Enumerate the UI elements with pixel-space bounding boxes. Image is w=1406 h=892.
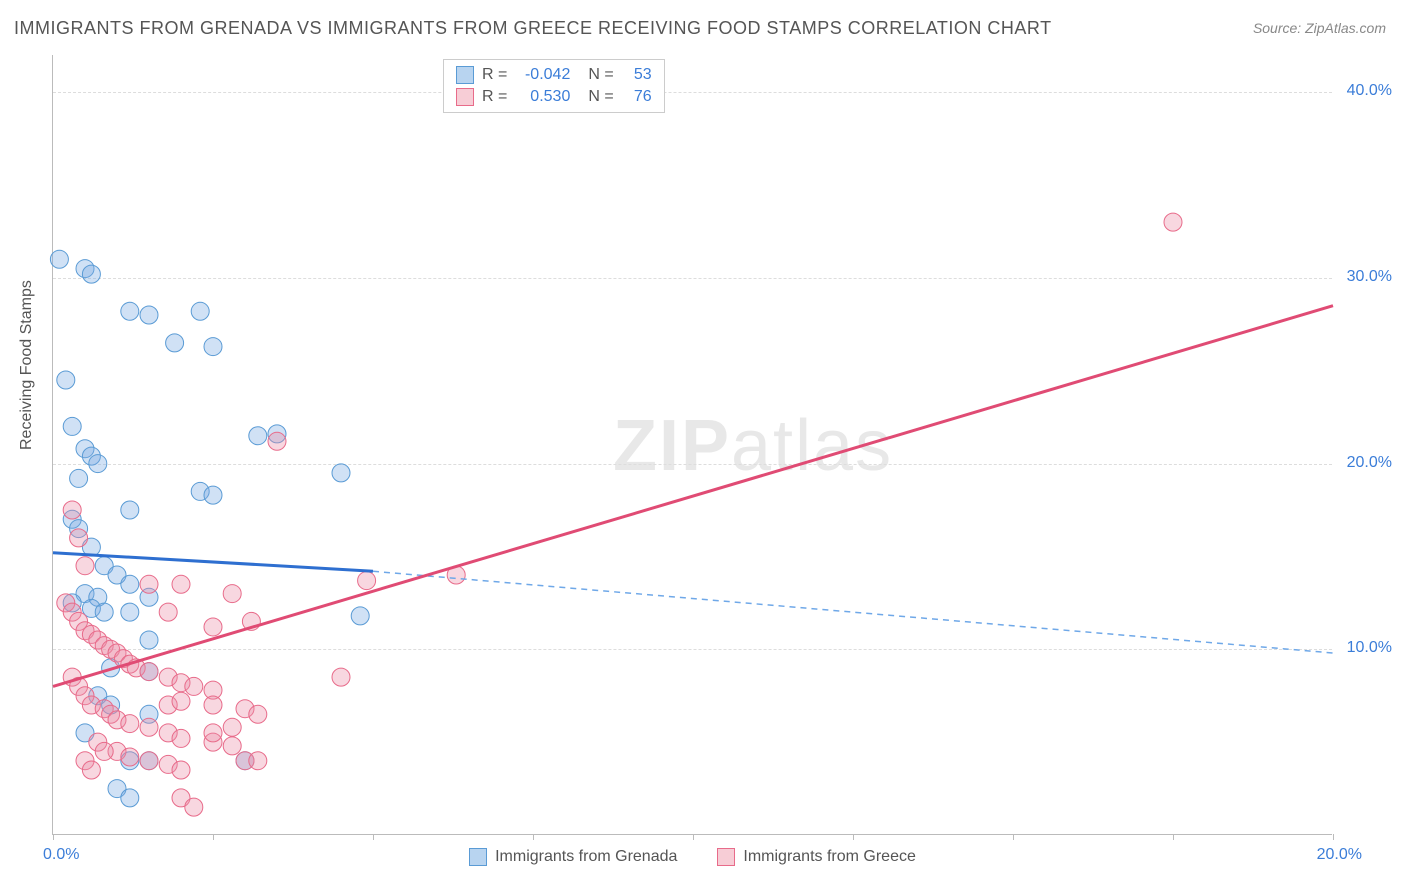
scatter-point	[268, 432, 286, 450]
scatter-point	[249, 752, 267, 770]
legend-item-greece: Immigrants from Greece	[717, 848, 915, 866]
scatter-point	[204, 618, 222, 636]
x-tick	[1013, 834, 1014, 840]
scatter-point	[121, 603, 139, 621]
scatter-point	[351, 607, 369, 625]
scatter-point	[95, 603, 113, 621]
scatter-point	[121, 715, 139, 733]
scatter-point	[1164, 213, 1182, 231]
legend-item-grenada: Immigrants from Grenada	[469, 848, 677, 866]
swatch-greece-icon	[717, 848, 735, 866]
series-legend: Immigrants from Grenada Immigrants from …	[53, 848, 1332, 866]
scatter-point	[172, 575, 190, 593]
swatch-grenada	[456, 66, 474, 84]
plot-area: ZIPatlas 10.0%20.0%30.0%40.0% R = -0.042…	[52, 55, 1332, 835]
y-tick-label: 40.0%	[1347, 82, 1392, 100]
legend-row-greece: R = 0.530 N = 76	[456, 86, 652, 108]
scatter-point	[57, 371, 75, 389]
x-tick	[373, 834, 374, 840]
scatter-point	[70, 469, 88, 487]
x-tick	[853, 834, 854, 840]
scatter-point	[140, 752, 158, 770]
trend-line	[53, 306, 1333, 687]
scatter-point	[121, 748, 139, 766]
scatter-point	[185, 677, 203, 695]
scatter-point	[63, 501, 81, 519]
x-tick-label-min: 0.0%	[43, 846, 79, 864]
scatter-point	[140, 306, 158, 324]
scatter-point	[121, 501, 139, 519]
scatter-point	[223, 585, 241, 603]
chart-title: IMMIGRANTS FROM GRENADA VS IMMIGRANTS FR…	[14, 18, 1052, 39]
scatter-point	[63, 417, 81, 435]
scatter-point	[249, 705, 267, 723]
correlation-legend: R = -0.042 N = 53 R = 0.530 N = 76	[443, 59, 665, 113]
scatter-point	[191, 302, 209, 320]
scatter-point	[358, 572, 376, 590]
scatter-point	[76, 557, 94, 575]
x-tick-label-max: 20.0%	[1317, 846, 1362, 864]
y-tick-label: 10.0%	[1347, 639, 1392, 657]
scatter-point	[332, 464, 350, 482]
x-tick	[1173, 834, 1174, 840]
x-tick	[693, 834, 694, 840]
scatter-point	[172, 729, 190, 747]
scatter-point	[140, 663, 158, 681]
scatter-point	[121, 575, 139, 593]
scatter-point	[50, 250, 68, 268]
scatter-point	[172, 692, 190, 710]
scatter-point	[223, 718, 241, 736]
y-tick-label: 30.0%	[1347, 268, 1392, 286]
x-tick	[1333, 834, 1334, 840]
scatter-point	[204, 486, 222, 504]
scatter-point	[166, 334, 184, 352]
scatter-point	[70, 529, 88, 547]
x-tick	[53, 834, 54, 840]
y-tick-label: 20.0%	[1347, 454, 1392, 472]
scatter-point	[204, 696, 222, 714]
scatter-plot-svg	[53, 55, 1332, 834]
swatch-grenada-icon	[469, 848, 487, 866]
scatter-point	[140, 575, 158, 593]
scatter-point	[82, 761, 100, 779]
scatter-point	[204, 338, 222, 356]
swatch-greece	[456, 88, 474, 106]
chart-container: IMMIGRANTS FROM GRENADA VS IMMIGRANTS FR…	[0, 0, 1406, 892]
scatter-point	[121, 789, 139, 807]
scatter-point	[172, 761, 190, 779]
trend-line-extrapolated	[373, 571, 1333, 653]
x-tick	[213, 834, 214, 840]
scatter-point	[140, 631, 158, 649]
scatter-point	[121, 302, 139, 320]
scatter-point	[140, 718, 158, 736]
scatter-point	[204, 724, 222, 742]
x-tick	[533, 834, 534, 840]
scatter-point	[332, 668, 350, 686]
scatter-point	[95, 742, 113, 760]
scatter-point	[223, 737, 241, 755]
source-attribution: Source: ZipAtlas.com	[1253, 20, 1386, 36]
y-axis-label: Receiving Food Stamps	[18, 280, 36, 450]
scatter-point	[89, 455, 107, 473]
scatter-point	[159, 603, 177, 621]
scatter-point	[185, 798, 203, 816]
scatter-point	[249, 427, 267, 445]
legend-row-grenada: R = -0.042 N = 53	[456, 64, 652, 86]
scatter-point	[82, 265, 100, 283]
